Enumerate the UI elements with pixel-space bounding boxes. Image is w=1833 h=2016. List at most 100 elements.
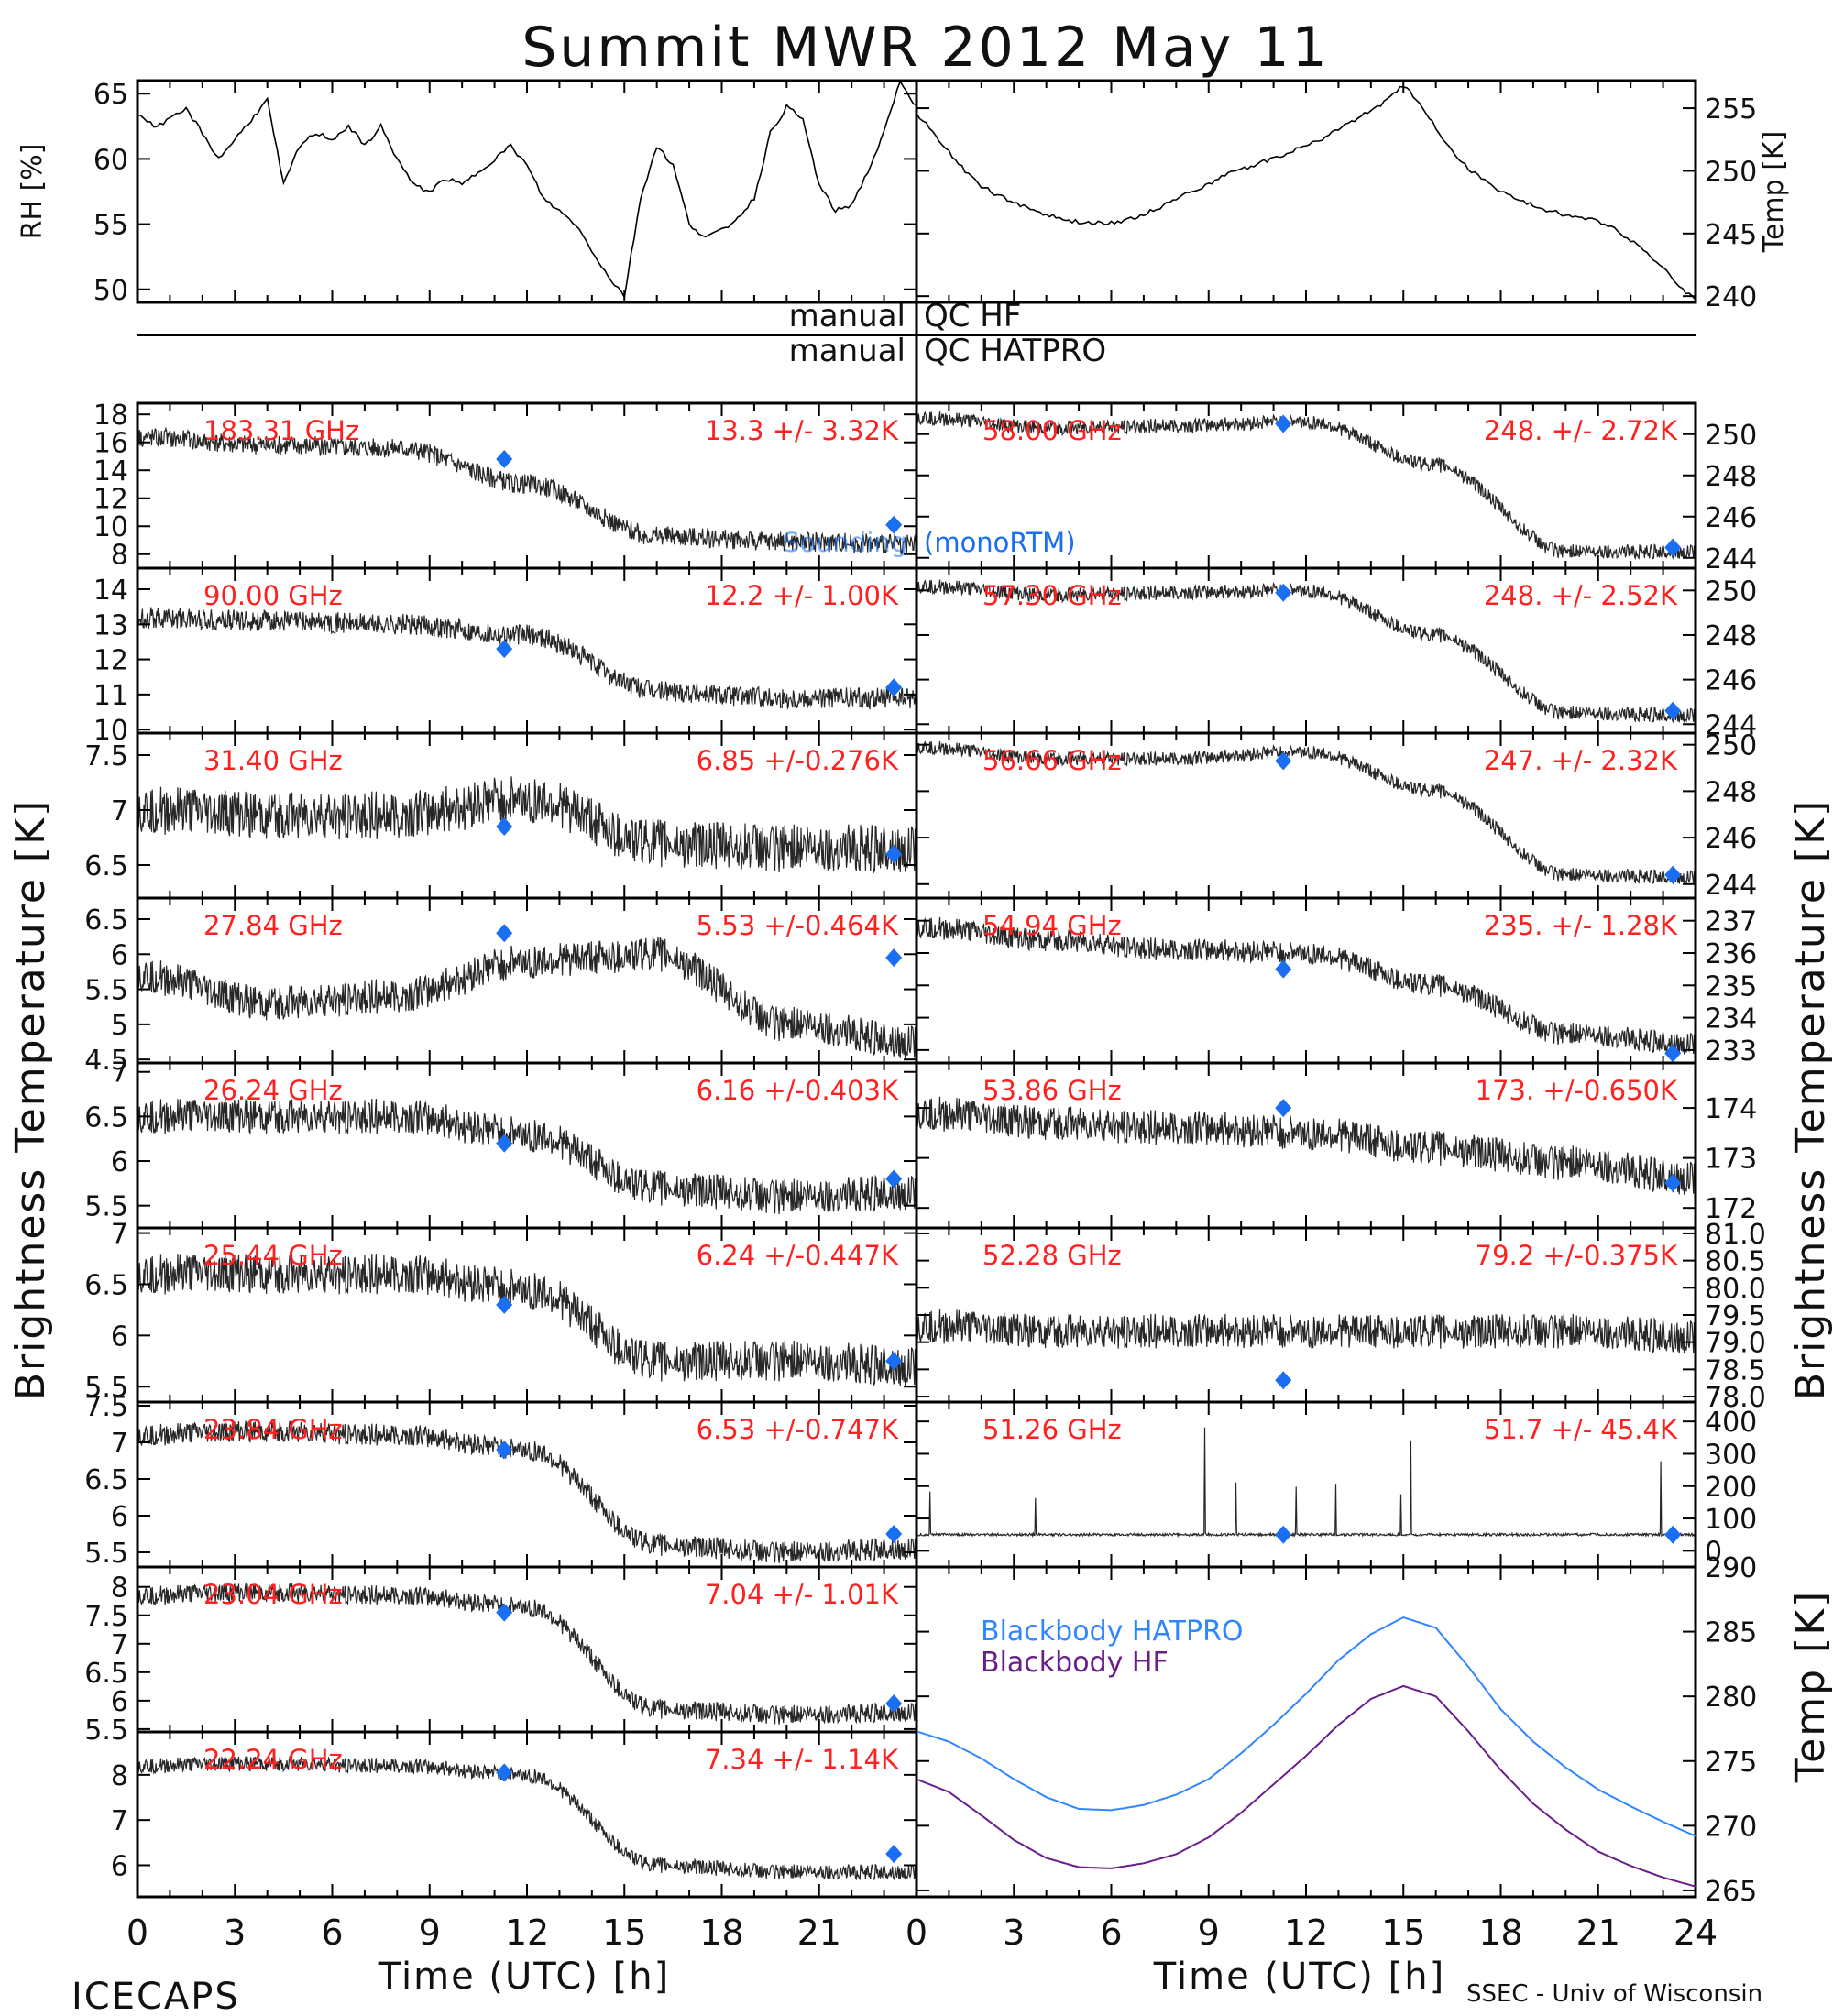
ch_54_94-ytick-label: 233: [1705, 1035, 1757, 1068]
ch_26_24-ytick-label: 6.5: [84, 1101, 128, 1134]
ch_57_30-ytick-label: 248: [1705, 620, 1757, 652]
ch_57_30-ytick-label: 244: [1705, 709, 1757, 741]
ch_22_24-xtick-label: 3: [224, 1912, 246, 1953]
ch_57_30-model-point: [1664, 701, 1682, 720]
ch_22_24-xtick-label: 9: [419, 1912, 441, 1953]
ch_22_24-ytick-label: 6: [111, 1850, 128, 1882]
blackbody-xtick-label: 21: [1576, 1912, 1620, 1953]
ch_57_30-ytick-label: 246: [1705, 665, 1757, 697]
ch_23_84-data-trace: [137, 1419, 916, 1563]
blackbody-xtick-label: 15: [1381, 1912, 1425, 1953]
ch_56_66-ytick-label: 246: [1705, 823, 1757, 855]
rh-ytick-label: 60: [93, 144, 128, 176]
ch_56_66-ytick-label: 244: [1705, 870, 1757, 902]
ch_57_30-data-trace: [916, 579, 1696, 724]
ch_23_04-ytick-label: 8: [111, 1572, 128, 1605]
ch_23_04-model-point: [496, 1603, 513, 1622]
ch_183-ytick-label: 14: [93, 455, 128, 488]
ch_90-data-trace: [137, 607, 916, 711]
ch_57_30-stats-label: 248. +/- 2.52K: [1484, 580, 1678, 611]
ch_53_86-ytick-label: 172: [1705, 1193, 1757, 1225]
ch_57_30-ytick-label: 250: [1705, 575, 1757, 608]
ch_31_40-ytick-label: 7: [111, 795, 128, 827]
ch_31_40-model-point: [496, 817, 513, 836]
ch_52_28-ytick-label: 80.5: [1705, 1246, 1766, 1278]
ch_183-ytick-label: 12: [93, 484, 128, 516]
temp-ytick-label: 240: [1705, 281, 1757, 313]
temp-ytick-label: 255: [1705, 93, 1757, 126]
blackbody-ytick-label: 275: [1705, 1747, 1757, 1779]
ch_183-ytick-label: 16: [93, 428, 128, 460]
ch_23_04-data-trace: [137, 1583, 916, 1725]
ch_23_84-channel-label: 23.84 GHz: [203, 1414, 343, 1445]
ch_51_26-ytick-label: 400: [1705, 1407, 1757, 1439]
ch_58_00-model-point: [1275, 414, 1292, 433]
qc-label-right-1: QC HF: [924, 298, 1021, 334]
ch_23_04-ytick-label: 6: [111, 1686, 128, 1718]
ch_26_24-ytick-label: 7: [111, 1057, 128, 1090]
ch_53_86-ytick-label: 174: [1705, 1093, 1757, 1125]
ch_58_00-ytick-label: 246: [1705, 502, 1757, 534]
ch_22_24-model-point: [496, 1763, 513, 1782]
ch_183-ytick-label: 8: [111, 540, 128, 572]
ch_183-ytick-label: 10: [93, 511, 128, 543]
blackbody-xtick-label: 24: [1674, 1912, 1718, 1953]
ylabel-right: Brightness Temperature [K]: [1787, 799, 1833, 1400]
ch_90-model-point: [496, 640, 513, 659]
ch_31_40-data-trace: [137, 776, 916, 874]
rh-ylabel: RH [%]: [16, 144, 49, 240]
model-label-faint: Sounding: [783, 527, 907, 558]
ch_183-channel-label: 183.31 GHz: [203, 415, 359, 446]
ch_27_84-ytick-label: 5: [111, 1010, 128, 1042]
footer-left: ICECAPS: [71, 1976, 240, 2016]
ch_183-model-point: [885, 515, 903, 534]
blackbody-xtick-label: 9: [1198, 1912, 1220, 1953]
ch_23_84-ytick-label: 5.5: [84, 1538, 128, 1570]
ch_27_84-model-point: [885, 948, 903, 968]
ch_52_28-stats-label: 79.2 +/-0.375K: [1476, 1240, 1678, 1271]
ch_25_44-ytick-label: 6: [111, 1320, 128, 1353]
blackbody-ytick-label: 290: [1705, 1552, 1757, 1584]
ch_51_26-data-trace: [916, 1427, 1696, 1539]
qc-label-left-1: manual: [789, 298, 906, 334]
ylabel-left: Brightness Temperature [K]: [7, 799, 54, 1400]
ch_23_04-ytick-label: 7.5: [84, 1601, 128, 1633]
ch_51_26-model-point: [1275, 1525, 1292, 1544]
ch_56_66-stats-label: 247. +/- 2.32K: [1484, 745, 1678, 776]
blackbody-xtick-label: 18: [1478, 1912, 1522, 1953]
ch_54_94-stats-label: 235. +/- 1.28K: [1484, 910, 1678, 941]
ch_52_28-model-point: [1275, 1371, 1292, 1390]
ch_90-ytick-label: 10: [93, 715, 128, 747]
ch_22_24-xtick-label: 15: [602, 1912, 646, 1953]
ch_27_84-ytick-label: 6: [111, 939, 128, 971]
ch_56_66-ytick-label: 250: [1705, 730, 1757, 762]
ch_58_00-data-trace: [916, 411, 1696, 560]
blackbody-xtick-label: 6: [1100, 1912, 1122, 1953]
ch_183-ytick-label: 18: [93, 400, 128, 432]
ch_27_84-stats-label: 5.53 +/-0.464K: [697, 910, 899, 941]
ch_27_84-ytick-label: 4.5: [84, 1045, 128, 1077]
ch_22_24-data-trace: [137, 1755, 916, 1881]
ch_22_24-xtick-label: 0: [126, 1912, 148, 1953]
ch_52_28-ytick-label: 78.5: [1705, 1354, 1766, 1386]
ch_90-ytick-label: 12: [93, 645, 128, 677]
ch_27_84-channel-label: 27.84 GHz: [203, 910, 343, 941]
ch_25_44-stats-label: 6.24 +/-0.447K: [697, 1240, 899, 1271]
ch_57_30-model-point: [1275, 583, 1292, 602]
ch_53_86-model-point: [1664, 1173, 1682, 1192]
ch_27_84-ytick-label: 6.5: [84, 904, 128, 937]
ch_58_00-model-point: [1664, 538, 1682, 557]
ch_23_84-model-point: [885, 1525, 903, 1543]
ch_90-ytick-label: 11: [93, 680, 128, 712]
blackbody-xtick-label: 3: [1003, 1912, 1025, 1953]
ch_52_28-ytick-label: 78.0: [1705, 1382, 1766, 1414]
ch_52_28-ytick-label: 81.0: [1705, 1219, 1766, 1251]
ch_51_26-ytick-label: 200: [1705, 1472, 1757, 1504]
ch_183-data-trace: [137, 426, 916, 554]
temp-ylabel: Temp [K]: [1758, 131, 1790, 254]
ch_23_04-ytick-label: 6.5: [84, 1658, 128, 1690]
temp-ytick-label: 250: [1705, 156, 1757, 188]
ch_22_24-xtick-label: 21: [797, 1912, 841, 1953]
blackbody-ytick-label: 270: [1705, 1811, 1757, 1843]
rh-ytick-label: 65: [93, 79, 128, 111]
